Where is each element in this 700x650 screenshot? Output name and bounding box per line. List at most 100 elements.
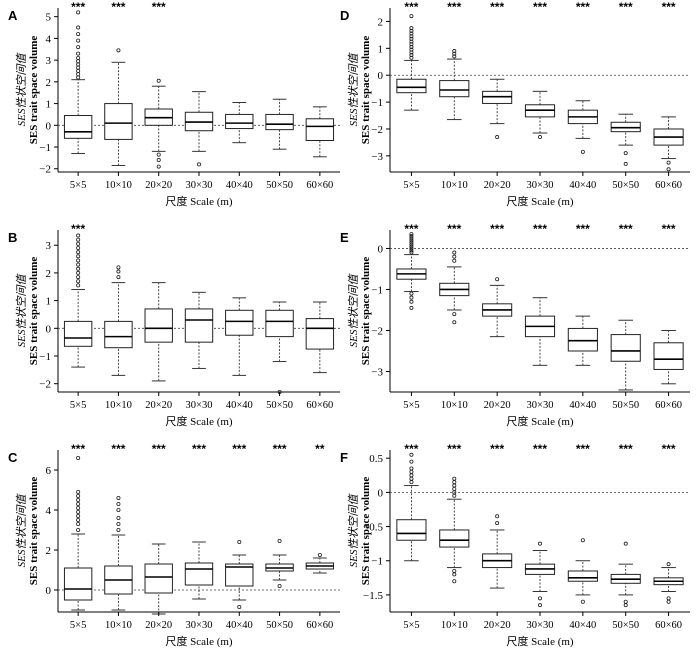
outlier-point [76, 68, 81, 73]
outlier-point [666, 160, 671, 165]
box-30×30 [184, 91, 214, 167]
outlier-point [452, 572, 457, 577]
outlier-point [452, 579, 457, 584]
outlier-point [452, 568, 457, 573]
x-tick-label: 10×10 [441, 400, 468, 411]
box-20×20 [482, 277, 513, 338]
outlier-point [495, 514, 500, 519]
box-iqr [305, 118, 335, 142]
box-iqr [396, 519, 427, 541]
outlier-point [76, 237, 81, 242]
outlier-point [409, 244, 414, 249]
box-40×40 [225, 540, 254, 610]
x-tick-label: 20×20 [145, 620, 172, 631]
outlier-point [452, 54, 457, 59]
outlier-point [116, 495, 121, 500]
significance-label: *** [232, 442, 246, 456]
box-5×5 [396, 232, 427, 310]
box-iqr [610, 334, 641, 362]
outlier-point [237, 540, 242, 545]
y-axis-title-en: SES trait space volume [360, 36, 372, 145]
box-iqr [225, 563, 254, 587]
x-axis-title: 尺度 Scale (m) [506, 414, 574, 428]
y-tick-label: 3 [46, 240, 52, 252]
box-iqr [225, 309, 254, 336]
outlier-point [196, 162, 201, 167]
y-tick-label: 0 [378, 487, 384, 499]
outlier-point [317, 553, 322, 558]
outlier-point [409, 246, 414, 251]
significance-label: ** [315, 442, 325, 456]
outlier-point [76, 250, 81, 255]
panel-label: F [340, 450, 348, 465]
outlier-point [409, 34, 414, 39]
significance-label: *** [192, 442, 206, 456]
outlier-point [76, 489, 81, 494]
outlier-point [76, 10, 81, 15]
y-tick-label: 1 [46, 99, 52, 111]
significance-label: *** [619, 0, 633, 14]
outlier-point [409, 480, 414, 485]
outlier-point [76, 266, 81, 271]
y-tick-label: 0.5 [369, 453, 383, 465]
y-axis-title-en: SES trait space volume [28, 477, 40, 586]
x-tick-label: 20×20 [484, 620, 511, 631]
box-iqr [305, 318, 335, 350]
y-tick-label: −2 [371, 124, 383, 136]
x-tick-label: 60×60 [306, 620, 333, 631]
box-30×30 [524, 297, 556, 366]
box-40×40 [567, 538, 598, 604]
x-tick-label: 40×40 [226, 400, 253, 411]
outlier-point [277, 584, 282, 589]
y-tick-label: 0 [46, 585, 52, 597]
outlier-point [623, 161, 628, 166]
outlier-point [409, 250, 414, 255]
outlier-point [116, 269, 121, 274]
y-axis-title-en: SES trait space volume [28, 36, 40, 145]
outlier-point [409, 238, 414, 243]
box-60×60 [305, 301, 335, 374]
outlier-point [495, 521, 500, 526]
y-tick-label: −2 [39, 379, 51, 391]
box-40×40 [567, 315, 598, 366]
box-20×20 [482, 514, 513, 589]
box-10×10 [439, 49, 470, 121]
x-axis-title: 尺度 Scale (m) [165, 194, 233, 208]
outlier-point [666, 599, 671, 604]
outlier-point [76, 45, 81, 50]
x-tick-label: 50×50 [612, 620, 639, 631]
outlier-point [156, 158, 161, 163]
box-30×30 [524, 541, 556, 608]
outlier-point [623, 599, 628, 604]
y-axis-title-cn: SES性状空间值 [347, 273, 360, 348]
outlier-point [76, 275, 81, 280]
outlier-point [156, 164, 161, 169]
outlier-point [116, 265, 121, 270]
x-tick-label: 5×5 [403, 180, 419, 191]
outlier-point [409, 31, 414, 36]
outlier-point [76, 245, 81, 250]
y-tick-label: −1 [371, 556, 383, 568]
outlier-point [76, 262, 81, 267]
box-iqr [104, 103, 133, 140]
x-tick-label: 50×50 [266, 180, 293, 191]
box-iqr [225, 113, 254, 130]
outlier-point [538, 541, 543, 546]
x-tick-label: 10×10 [441, 180, 468, 191]
significance-label: *** [71, 442, 85, 456]
outlier-point [452, 254, 457, 259]
outlier-point [409, 305, 414, 310]
outlier-point [495, 135, 500, 140]
outlier-point [76, 518, 81, 523]
y-tick-label: 0 [378, 70, 384, 82]
x-tick-label: 60×60 [655, 400, 682, 411]
y-tick-label: 0 [46, 323, 52, 335]
box-30×30 [184, 541, 214, 600]
outlier-point [409, 234, 414, 239]
y-tick-label: −0.5 [363, 522, 383, 534]
y-tick-label: 3 [46, 55, 52, 67]
outlier-point [116, 522, 121, 527]
significance-label: *** [662, 222, 676, 236]
box-50×50 [265, 98, 294, 150]
outlier-point [409, 236, 414, 241]
